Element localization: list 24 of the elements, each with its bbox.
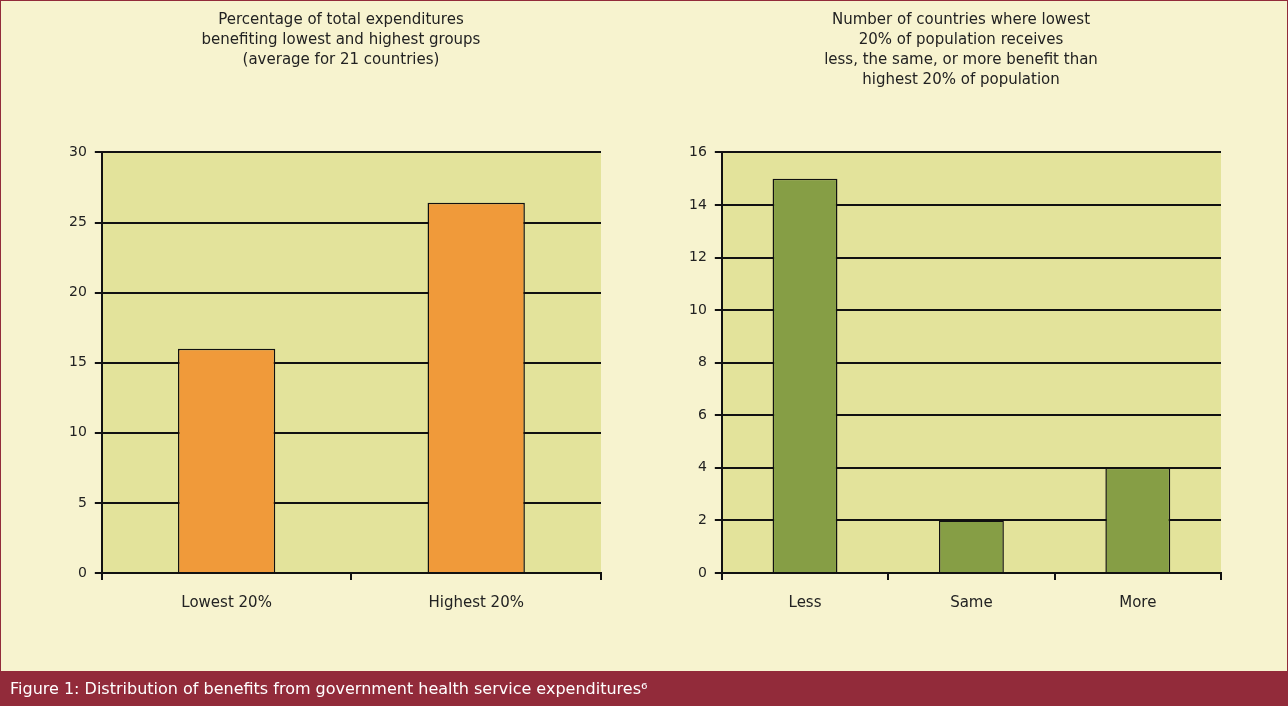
y-tick-label: 30	[68, 143, 87, 160]
y-tick-label: 14	[688, 195, 707, 212]
y-tick-label: 10	[68, 423, 87, 440]
y-tick-label: 10	[688, 300, 707, 317]
y-tick-label: 16	[688, 143, 707, 160]
y-tick-label: 8	[697, 353, 707, 370]
y-tick-label: 4	[697, 458, 707, 475]
x-tick-label: Lowest 20%	[181, 592, 272, 611]
y-tick-label: 2	[697, 511, 707, 528]
x-tick-label: Same	[950, 592, 993, 611]
y-tick-label: 0	[697, 563, 707, 580]
y-tick-label: 12	[688, 248, 707, 265]
y-tick-label: 0	[77, 563, 87, 580]
x-tick-label: More	[1119, 592, 1157, 611]
caption: Figure 1: Distribution of benefits from government health service expenditures⁶	[0, 671, 1288, 706]
y-tick-label: 20	[68, 283, 87, 300]
chart-title: Number of countries where lowest 20% of population receives less, the same, or more benefit than highest 20% of population	[823, 9, 1099, 89]
y-tick-label: 5	[77, 493, 87, 510]
y-tick-label: 25	[68, 213, 87, 230]
x-tick-label: Highest 20%	[428, 592, 524, 611]
chart-title: Percentage of total expenditures benefiting lowest and highest groups (average for 21 countries)	[200, 9, 482, 69]
x-tick-label: Less	[788, 592, 822, 611]
y-tick-label: 15	[68, 353, 87, 370]
y-tick-label: 6	[697, 405, 707, 422]
